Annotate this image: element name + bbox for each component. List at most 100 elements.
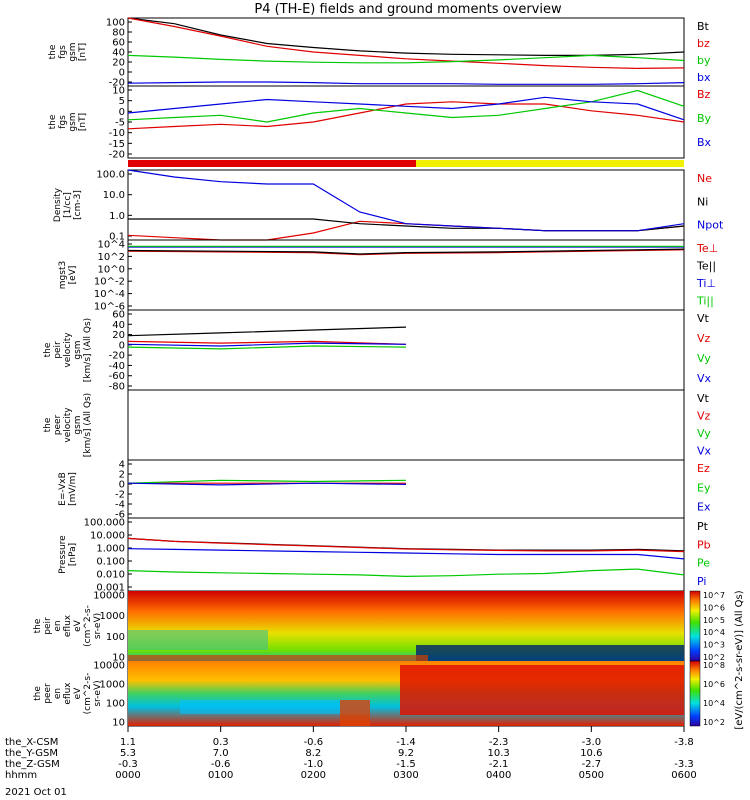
panel-3: Density [1/cc] [cm-3] 100.0 10.0 1.0 0.1 Ne Ni Np…: [53, 169, 724, 243]
legend-label: Te⊥: [696, 242, 718, 255]
y-axis-label: Density: [53, 187, 63, 222]
y-tick-label: 0: [119, 107, 125, 118]
y-tick-label: 10: [112, 86, 125, 97]
panel-8: Pressure [nPa] 100.000 10.000 1.000 0.100 0.01…: [58, 517, 711, 594]
y-axis-label: the: [48, 44, 58, 59]
series-line-blue: [127, 169, 685, 232]
axis-row-value: 0000: [115, 770, 140, 781]
colorbar-label: [eV/(cm^2-s-sr-eV)] (All Qs): [734, 590, 745, 729]
y-axis-label: fgs: [58, 115, 68, 129]
electron-spectrogram: [128, 661, 684, 726]
y-tick-label: -10: [109, 128, 125, 139]
series-line-black: [127, 326, 407, 337]
legend-label: Bt: [697, 20, 710, 33]
legend-label: Ey: [697, 481, 711, 494]
y-axis-label: Pressure: [58, 535, 68, 574]
series-line-black: [127, 248, 685, 255]
legend-label: Pe: [697, 557, 710, 570]
legend-label: Vz: [697, 410, 711, 423]
y-axis-label: [nT]: [78, 43, 88, 61]
legend-label: Pb: [697, 538, 711, 551]
y-tick-label: 0.010: [96, 570, 125, 581]
series-line-blue: [127, 548, 685, 560]
series-line-blue: [127, 96, 685, 121]
date-label: 2021 Oct 01: [5, 787, 67, 798]
legend-label: By: [697, 112, 712, 125]
y-tick-label: 10.000: [90, 531, 125, 542]
series-line-red: [127, 17, 685, 70]
panel-frame: [127, 459, 685, 519]
y-tick-label: 20: [112, 330, 125, 341]
legend-label: bz: [697, 37, 710, 50]
axis-row-value: 0.3: [213, 737, 229, 748]
colorbar-tick-label: 10^2: [703, 718, 725, 727]
axis-row-value: -2.7: [582, 759, 602, 770]
y-tick-label: 80: [112, 28, 125, 39]
y-tick-label: 0: [119, 340, 125, 351]
y-axis-label: the: [33, 618, 43, 633]
series-line-red: [127, 249, 685, 256]
legend-label: Bx: [697, 136, 712, 149]
y-axis-label: en: [53, 620, 63, 631]
y-tick-label: -5: [115, 118, 125, 129]
axis-row-label: hhmm: [5, 770, 37, 781]
y-axis-label: the: [43, 342, 53, 357]
y-axis-label: eflux: [63, 614, 73, 637]
colorbar-tick-label: 10^6: [703, 680, 725, 689]
y-tick-label: 1.000: [96, 544, 125, 555]
y-tick-label: -20: [109, 150, 125, 161]
y-axis-label: gsm: [68, 112, 78, 131]
y-tick-label: 60: [112, 38, 125, 49]
y-tick-label: 1000: [100, 611, 125, 622]
mode-bar-yellow: [416, 160, 684, 167]
axis-row-value: -2.1: [489, 759, 509, 770]
axis-row-value: 0500: [579, 770, 604, 781]
y-axis-label: eV: [73, 687, 83, 700]
y-tick-label: 100.000: [84, 518, 125, 529]
y-tick-label: 10^-2: [94, 277, 125, 288]
legend-label: Npot: [697, 219, 724, 232]
series-line-blue: [127, 482, 407, 486]
y-tick-label: 100: [106, 18, 125, 29]
y-tick-label: 40: [112, 320, 125, 331]
y-axis-label: peir: [43, 617, 53, 635]
panel-frame: [127, 389, 685, 461]
y-tick-label: 100: [106, 632, 125, 643]
axis-row-value: 1.1: [120, 737, 136, 748]
axis-row-value: 0600: [671, 770, 696, 781]
y-tick-label: -4: [115, 500, 125, 511]
panel-6: the peer velocity gsm [km/s] (All Qs) Vt Vz Vy V…: [43, 389, 712, 461]
series-line-green: [127, 479, 407, 484]
y-axis-label: peer: [53, 414, 63, 435]
y-tick-label: -60: [109, 371, 125, 382]
axis-row-value: 0300: [393, 770, 418, 781]
y-axis-label: [1/cc]: [63, 192, 73, 218]
axis-row-value: 0200: [301, 770, 326, 781]
legend-label: Ti⊥: [696, 277, 716, 290]
panel-frame: [127, 85, 685, 159]
series-line-green: [127, 345, 407, 350]
series-line-green: [127, 568, 685, 578]
axis-row-value: 8.2: [305, 748, 321, 759]
y-axis-label: E=-VxB: [58, 472, 68, 506]
axis-row-value: -3.8: [674, 737, 694, 748]
series-line-blue: [127, 81, 685, 85]
y-tick-label: 1000: [100, 680, 125, 691]
y-axis-label: [km/s] (All Qs): [83, 318, 93, 382]
y-tick-label: 60: [112, 310, 125, 321]
panel-frame: [127, 17, 685, 87]
y-tick-label: 10: [112, 718, 125, 729]
y-tick-label: 10000: [93, 591, 125, 602]
axis-row-value: -3.3: [674, 759, 694, 770]
legend-label: Bz: [697, 88, 711, 101]
axis-row-value: -0.6: [211, 759, 231, 770]
y-axis-label: [km/s] (All Qs): [83, 393, 93, 457]
y-tick-label: -20: [109, 351, 125, 362]
legend-label: Ez: [697, 462, 710, 475]
y-axis-label: sr-eV): [93, 613, 103, 639]
legend-label: Vy: [697, 352, 711, 365]
series-line-red: [127, 537, 685, 553]
y-tick-label: 2: [119, 470, 125, 481]
